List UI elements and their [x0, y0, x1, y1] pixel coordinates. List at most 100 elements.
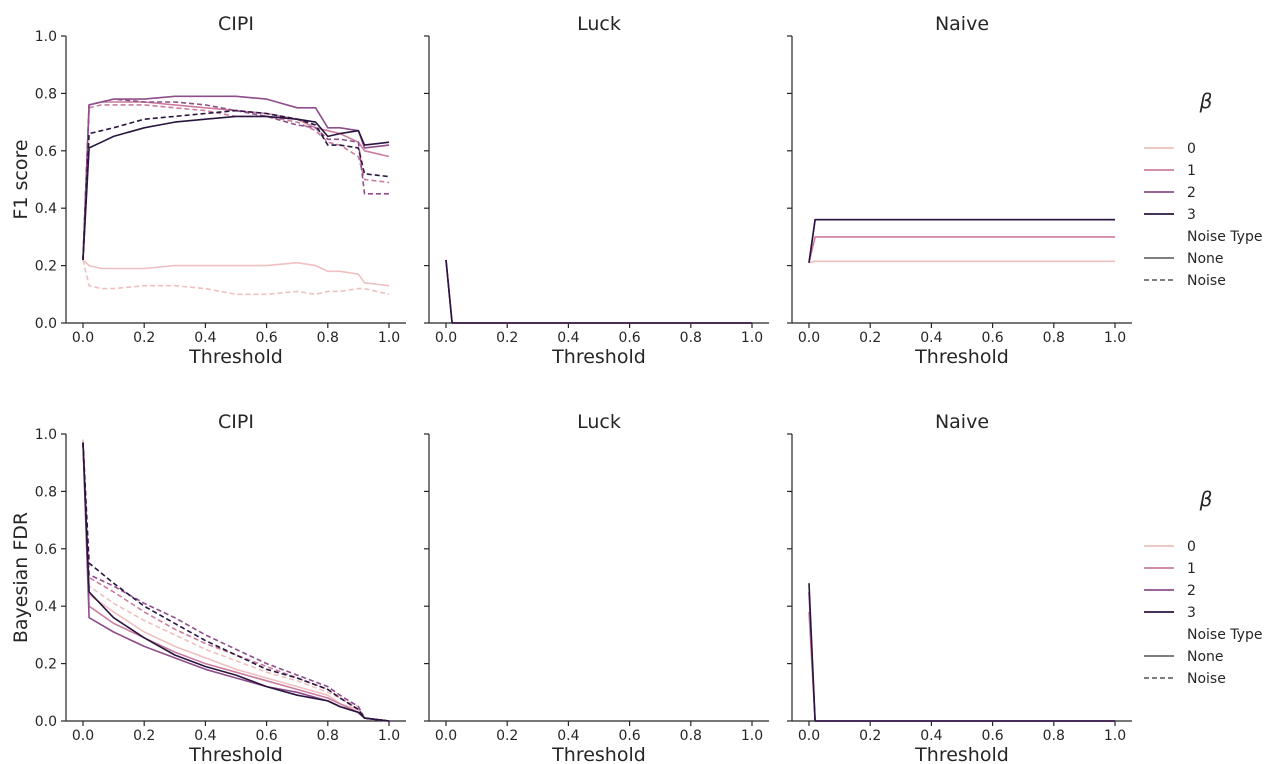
y-tick-label: 0.0	[35, 316, 57, 332]
series-line-beta-0-none	[82, 439, 390, 722]
legend-label: None	[1187, 649, 1224, 665]
legend-1: β 0 1 2 3 Noise Type None Noise	[1144, 89, 1262, 289]
series-line-beta-2-none	[82, 442, 390, 722]
legend-label: 2	[1187, 583, 1196, 599]
y-axis-label: F1 score	[10, 139, 32, 219]
y-tick-label: 0.2	[35, 259, 57, 275]
series-line-beta-3-noise	[82, 109, 390, 260]
x-tick-label: 1.0	[741, 330, 763, 346]
legend-title: β	[1199, 487, 1213, 511]
series-line-beta-0-noise	[82, 439, 390, 722]
x-axis-label: Threshold	[551, 346, 646, 368]
x-tick-label: 0.4	[194, 330, 216, 346]
x-tick-label: 0.2	[496, 728, 518, 744]
series-line-beta-3-none	[82, 115, 390, 260]
x-tick-label: 0.6	[618, 330, 640, 346]
series-line-beta-1-none	[82, 442, 390, 722]
panel-title: CIPI	[218, 13, 254, 35]
x-tick-label: 0.0	[435, 330, 457, 346]
x-tick-label: 1.0	[741, 728, 763, 744]
x-tick-label: 0.8	[317, 330, 339, 346]
series-line-beta-1-none	[808, 236, 1115, 263]
series-line-beta-0-none	[82, 259, 390, 287]
panel-6: Naive 0.0 0.2 0.4 0.6 0.8 1.0 Threshold	[787, 411, 1132, 764]
legend-label: 1	[1187, 561, 1196, 577]
x-tick-label: 1.0	[1104, 728, 1126, 744]
x-axis-label: Threshold	[188, 744, 283, 764]
panel-4: CIPI 0.0 0.2 0.4 0.6 0.8 1.0 0.0 0.2 0.4 0.6 0.8 1.0…	[10, 411, 406, 764]
x-tick-label: 0.2	[133, 330, 155, 346]
series-line-beta-3-none	[82, 442, 390, 722]
x-tick-label: 0.0	[798, 330, 820, 346]
x-tick-label: 0.8	[1043, 330, 1065, 346]
legend-label: None	[1187, 251, 1224, 267]
x-tick-label: 0.6	[255, 728, 277, 744]
x-tick-label: 0.0	[798, 728, 820, 744]
legend-label: Noise	[1187, 671, 1226, 687]
panel-title: Naive	[935, 13, 989, 35]
x-tick-label: 0.6	[981, 728, 1003, 744]
y-tick-label: 0.8	[35, 86, 57, 102]
x-tick-label: 0.8	[680, 728, 702, 744]
y-tick-label: 1.0	[35, 427, 57, 443]
x-tick-label: 0.8	[317, 728, 339, 744]
series-line-beta-1-none	[445, 259, 752, 324]
series-line-beta-3-none	[445, 259, 752, 324]
y-tick-label: 0.4	[35, 599, 57, 615]
y-tick-label: 0.2	[35, 657, 57, 673]
legend-style-title: Noise Type	[1187, 229, 1262, 245]
x-tick-label: 0.6	[618, 728, 640, 744]
x-axis-label: Threshold	[188, 346, 283, 368]
legend-label: 0	[1187, 539, 1196, 555]
series-line-beta-1-noise	[82, 442, 390, 722]
x-tick-label: 1.0	[1104, 330, 1126, 346]
x-tick-label: 0.4	[920, 330, 942, 346]
legend-style-title: Noise Type	[1187, 627, 1262, 643]
y-tick-label: 0.6	[35, 542, 57, 558]
x-tick-label: 0.2	[859, 330, 881, 346]
x-tick-label: 0.8	[680, 330, 702, 346]
x-tick-label: 0.4	[557, 728, 579, 744]
x-tick-label: 0.6	[255, 330, 277, 346]
legend-label: 3	[1187, 605, 1196, 621]
x-axis-label: Threshold	[551, 744, 646, 764]
legend-label: 2	[1187, 185, 1196, 201]
x-tick-label: 0.6	[981, 330, 1003, 346]
series-line-beta-0-noise	[82, 259, 390, 296]
panel-title: Luck	[577, 411, 621, 433]
series-line-beta-1-none	[82, 101, 390, 260]
panel-5: Luck 0.0 0.2 0.4 0.6 0.8 1.0 Threshold	[424, 411, 769, 764]
x-tick-label: 0.0	[72, 728, 94, 744]
series-line-beta-2-none	[808, 591, 1115, 722]
legend-title: β	[1199, 89, 1213, 113]
panel-title: Naive	[935, 411, 989, 433]
series-line-beta-1-none	[808, 611, 1115, 722]
legend-2: β 0 1 2 3 Noise Type None Noise	[1144, 487, 1262, 687]
x-tick-label: 0.8	[1043, 728, 1065, 744]
panel-title: CIPI	[218, 411, 254, 433]
y-tick-label: 0.6	[35, 144, 57, 160]
series-line-beta-3-none	[808, 583, 1115, 722]
series-line-beta-2-none	[445, 259, 752, 324]
y-tick-label: 0.8	[35, 484, 57, 500]
series-line-beta-0-none	[445, 259, 752, 324]
legend-label: 3	[1187, 207, 1196, 223]
y-tick-label: 0.0	[35, 714, 57, 730]
y-tick-label: 0.4	[35, 201, 57, 217]
series-line-beta-3-none	[808, 218, 1115, 263]
panel-3: Naive 0.0 0.2 0.4 0.6 0.8 1.0 Threshold	[787, 13, 1132, 368]
y-axis-label: Bayesian FDR	[10, 512, 32, 643]
panel-1: CIPI 0.0 0.2 0.4 0.6 0.8 1.0 0.0 0.2 0.4 0.6 0.8 1.0…	[10, 13, 406, 368]
series-line-beta-2-noise	[82, 98, 389, 260]
x-tick-label: 0.4	[920, 728, 942, 744]
series-line-beta-3-noise	[82, 442, 390, 722]
legend-label: 0	[1187, 141, 1196, 157]
panel-title: Luck	[577, 13, 621, 35]
x-axis-label: Threshold	[914, 346, 1009, 368]
y-tick-label: 1.0	[35, 29, 57, 45]
series-line-beta-2-none	[808, 218, 1115, 263]
x-tick-label: 0.4	[194, 728, 216, 744]
series-line-beta-0-none	[808, 260, 1115, 264]
legend-label: Noise	[1187, 273, 1226, 289]
x-tick-label: 1.0	[378, 728, 400, 744]
